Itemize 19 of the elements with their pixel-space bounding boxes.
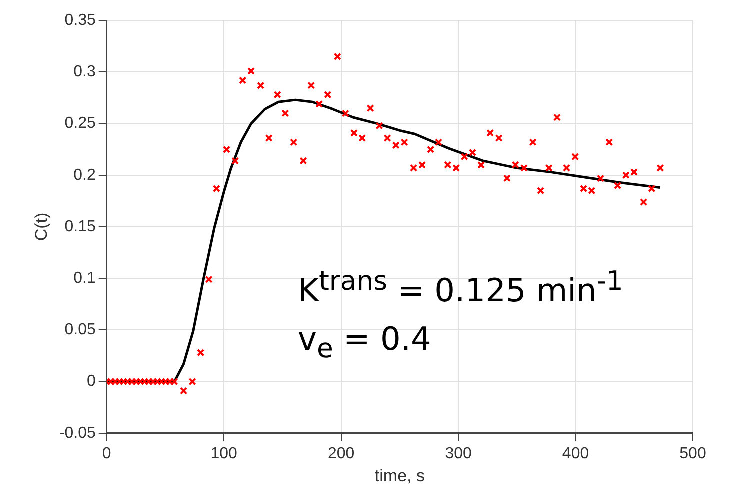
x-tick-label: 200: [328, 445, 355, 462]
x-tick-label: 0: [102, 445, 112, 462]
x-tick-label: 500: [680, 445, 706, 462]
x-tick-label: 400: [562, 445, 590, 462]
y-tick-label: 0.1: [74, 270, 96, 288]
annotation: K$^{trans}$ = 0.125 min$^{-1}$: [298, 265, 624, 312]
y-tick-label: 0.2: [74, 166, 96, 184]
annotation: v$_{e}$ = 0.4: [298, 318, 432, 366]
x-axis-title: time, s: [374, 466, 425, 486]
x-tick-label: 100: [210, 445, 238, 462]
y-tick-label: 0.3: [74, 64, 96, 81]
x-tick-label: 300: [445, 445, 472, 462]
y-tick-label: 0.05: [64, 322, 96, 339]
y-axis-title: C(t): [32, 212, 51, 242]
y-tick-label: 0: [86, 373, 96, 390]
y-tick-label: 0.15: [64, 218, 96, 236]
y-tick-label: 0.25: [64, 115, 96, 132]
y-tick-label: -0.05: [59, 424, 96, 442]
y-tick-label: 0.35: [64, 12, 96, 30]
